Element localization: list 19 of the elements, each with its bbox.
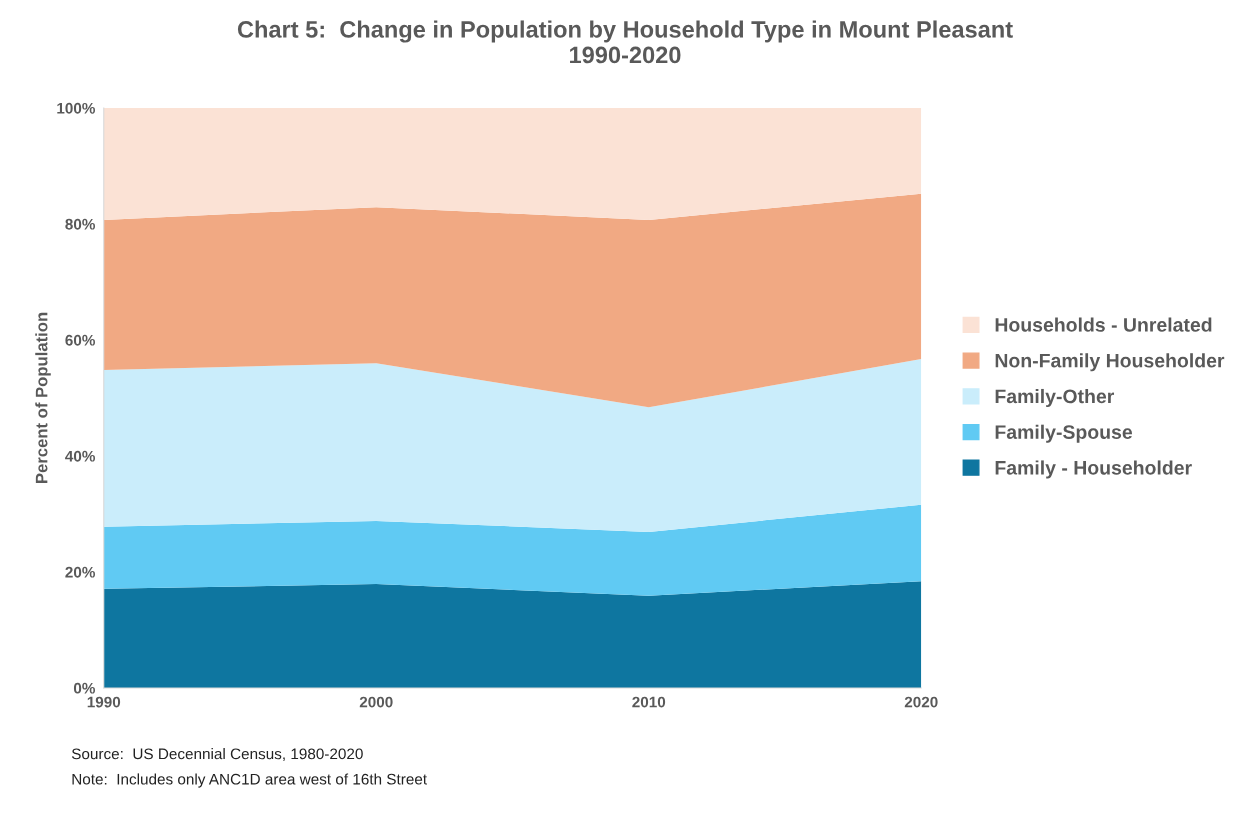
y-tick-label: 60%: [65, 334, 96, 346]
y-tick-label: 0%: [73, 682, 96, 694]
text: Note: Includes only ANC1D area west of 16th Street: [72, 773, 427, 788]
x-tick-label: 1990: [87, 696, 121, 708]
y-tick-label: 40%: [65, 450, 96, 462]
source-note: Source: US Decennial Census, 1980-2020: [71, 748, 363, 762]
y-axis-title: Percent of Population: [35, 312, 51, 483]
legend-label: Households - Unrelated: [995, 317, 1212, 332]
legend-label: Family-Spouse: [995, 424, 1133, 443]
y-tick-label: 20%: [65, 566, 96, 578]
chart-title: Chart 5: Change in Population by Household Type in Mount Pleasant 1990-2020: [237, 20, 1013, 64]
legend-label: Family-Other: [995, 388, 1115, 408]
y-tick-label: 100%: [57, 102, 96, 114]
legend-label: Non-Family Householder: [995, 353, 1225, 372]
y-tick-label: 80%: [65, 218, 96, 230]
x-tick-label: 2010: [632, 696, 666, 708]
legend-label: Family - Householder: [995, 460, 1192, 479]
x-tick-label: 2020: [904, 696, 938, 708]
x-tick-label: 2000: [359, 696, 393, 708]
